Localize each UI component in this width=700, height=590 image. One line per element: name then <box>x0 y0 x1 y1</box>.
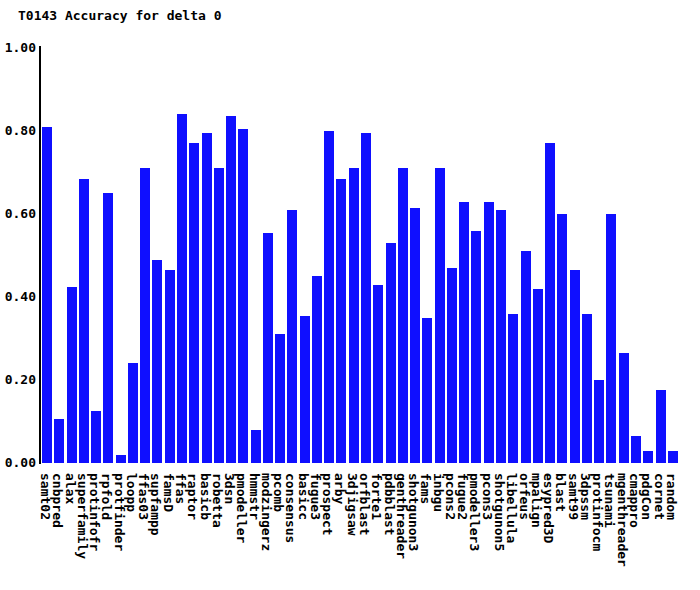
bar-famsD <box>165 270 175 463</box>
bar-basicb <box>202 133 212 463</box>
bar-pcomb <box>275 334 285 463</box>
bar-pdbblast <box>386 243 396 463</box>
bar-tsunami <box>606 214 616 463</box>
bar-protinfocm <box>594 380 604 463</box>
bar-inbgu <box>435 168 445 463</box>
y-tick-label: 0.20 <box>0 372 36 387</box>
chart-title: T0143 Accuracy for delta 0 <box>18 8 222 23</box>
bar-protinfofr <box>91 411 101 463</box>
bar-fugue3 <box>312 276 322 463</box>
bar-fams <box>422 318 432 463</box>
bar-fugue2 <box>459 202 469 463</box>
y-tick-label: 0.00 <box>0 455 36 470</box>
bar-3djigsaw <box>349 168 359 463</box>
y-tick-label: 1.00 <box>0 40 36 55</box>
bar-esypred3D <box>545 143 555 463</box>
plot-area <box>41 48 681 463</box>
x-axis-labels: samt02cnbpredalaxsuperfamilyprotinfofrrp… <box>41 473 681 590</box>
bar-pcons3 <box>484 202 494 463</box>
bar-modzingerz <box>263 233 273 463</box>
bar-pdgCon <box>643 451 653 463</box>
bar-orfblast <box>361 133 371 463</box>
bar-robetta <box>214 168 224 463</box>
bar-alax <box>67 287 77 463</box>
bar-cmappro <box>631 436 641 463</box>
bar-supfampp <box>152 260 162 463</box>
bar-3dsn <box>226 116 236 463</box>
bar-shotgunon3 <box>410 208 420 463</box>
bar-libellula <box>508 314 518 463</box>
y-tick-label: 0.60 <box>0 206 36 221</box>
bar-hmmstr <box>251 430 261 463</box>
bar-samt99 <box>570 270 580 463</box>
bar-prospect <box>324 131 334 463</box>
bar-mpalign <box>533 289 543 463</box>
bar-superfamily <box>79 179 89 463</box>
bar-loopp <box>128 363 138 463</box>
bar-genthreader <box>398 168 408 463</box>
bar-samt02 <box>42 127 52 463</box>
bar-rpfold <box>103 193 113 463</box>
bar-ffas03 <box>140 168 150 463</box>
bar-mgenthreader <box>619 353 629 463</box>
x-label-random: random <box>665 473 678 520</box>
bar-ffas <box>177 114 187 463</box>
bar-consensus <box>287 210 297 463</box>
bar-basicc <box>300 316 310 463</box>
bar-pmodeller <box>238 129 248 463</box>
accuracy-bar-chart: T0143 Accuracy for delta 0 0.00 0.20 0.40 0… <box>0 0 700 590</box>
bar-arby <box>336 179 346 463</box>
bar-pcons2 <box>447 268 457 463</box>
bar-random <box>668 451 678 463</box>
bar-protfinder <box>116 455 126 463</box>
bar-cornet <box>656 390 666 463</box>
bar-blast <box>557 214 567 463</box>
y-tick-label: 0.40 <box>0 289 36 304</box>
bar-3dpssm <box>582 314 592 463</box>
bar-raptor <box>189 143 199 463</box>
bar-forte1 <box>373 285 383 463</box>
bar-pmodeller3 <box>471 231 481 463</box>
bar-orfeus <box>521 251 531 463</box>
bar-shotgunon5 <box>496 210 506 463</box>
bar-cnbpred <box>54 419 64 463</box>
y-tick-label: 0.80 <box>0 123 36 138</box>
